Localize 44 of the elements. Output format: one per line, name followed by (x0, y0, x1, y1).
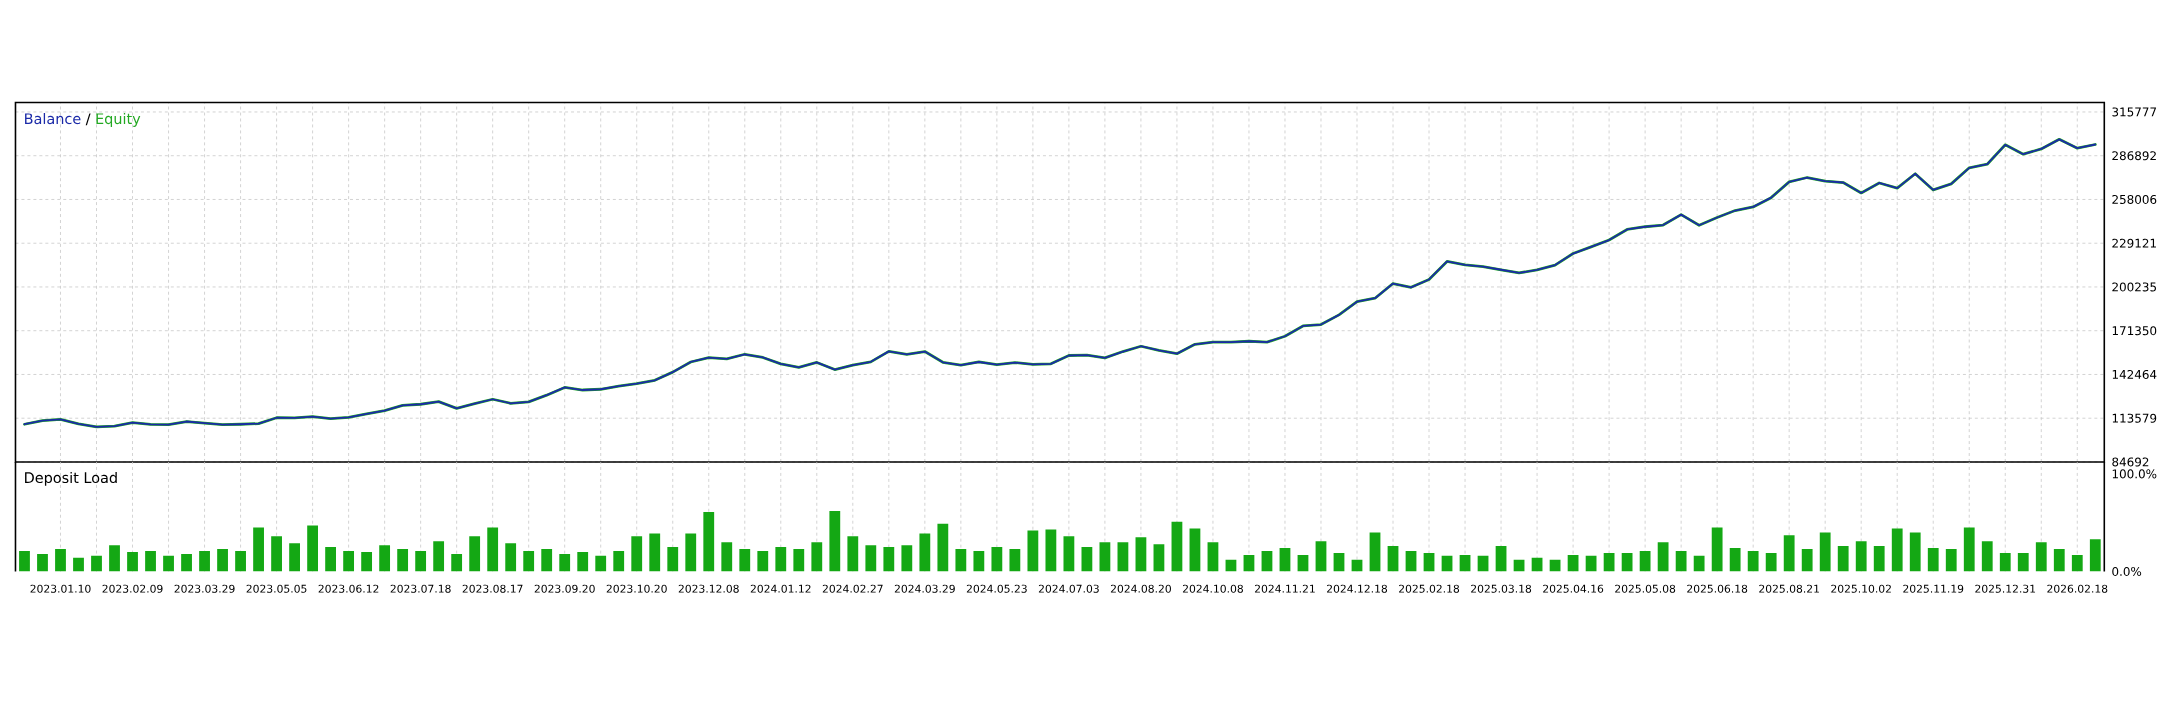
x-tick-label: 2024.11.21 (1254, 584, 1315, 593)
x-tick-label: 2025.03.18 (1471, 584, 1532, 593)
y-tick-label: 258006 (2112, 195, 2157, 205)
x-tick-label: 2025.11.19 (1903, 584, 1964, 593)
x-tick-label: 2024.03.29 (894, 584, 955, 593)
y-tick-label: 286892 (2112, 151, 2156, 161)
text: Deposit Load (25, 471, 117, 486)
x-tick-label: 2023.12.08 (678, 584, 739, 593)
x-tick-label: 2023.01.10 (30, 584, 91, 593)
x-tick-label: 2024.07.03 (1038, 584, 1099, 593)
x-tick-label: 2023.10.20 (606, 584, 667, 593)
x-tick-label: 2025.05.08 (1615, 584, 1676, 593)
y-tick-label: 0.0% (2112, 567, 2142, 577)
y-tick-label: 113579 (2112, 413, 2157, 423)
x-tick-label: 2025.10.02 (1831, 584, 1891, 593)
y-tick-label: 315777 (2112, 107, 2157, 117)
x-tick-label: 2024.10.08 (1182, 584, 1243, 593)
text: Equity (96, 113, 141, 128)
x-tick-label: 2024.12.18 (1327, 584, 1388, 593)
x-tick-label: 2023.08.17 (462, 584, 523, 593)
y-tick-label: 84692 (2112, 457, 2149, 467)
y-tick-label: 200235 (2112, 282, 2157, 292)
text: Balance (25, 113, 81, 125)
y-tick-label: 171350 (2112, 326, 2157, 336)
x-tick-label: 2025.04.16 (1543, 584, 1604, 593)
x-tick-label: 2024.01.12 (750, 584, 811, 593)
y-tick-label: 100.0% (2112, 469, 2157, 479)
annotation: / (85, 113, 91, 126)
x-tick-label: 2024.08.20 (1110, 584, 1171, 593)
x-tick-label: 2025.02.18 (1399, 584, 1460, 593)
x-tick-label: 2023.06.12 (318, 584, 379, 593)
y-tick-label: 229121 (2112, 238, 2156, 248)
x-tick-label: 2024.05.23 (966, 584, 1027, 593)
x-tick-label: 2025.06.18 (1687, 584, 1748, 593)
x-tick-label: 2023.09.20 (534, 584, 595, 593)
x-tick-label: 2025.08.21 (1759, 584, 1819, 593)
x-tick-label: 2024.02.27 (822, 584, 883, 593)
y-tick-label: 142464 (2112, 370, 2157, 380)
x-tick-label: 2023.02.09 (102, 584, 163, 593)
x-tick-label: 2023.05.05 (246, 584, 307, 593)
x-tick-label: 2023.07.18 (390, 584, 451, 593)
x-tick-label: 2023.03.29 (174, 584, 235, 593)
x-tick-label: 2025.12.31 (1975, 584, 2036, 593)
x-tick-label: 2026.02.18 (2047, 584, 2108, 593)
